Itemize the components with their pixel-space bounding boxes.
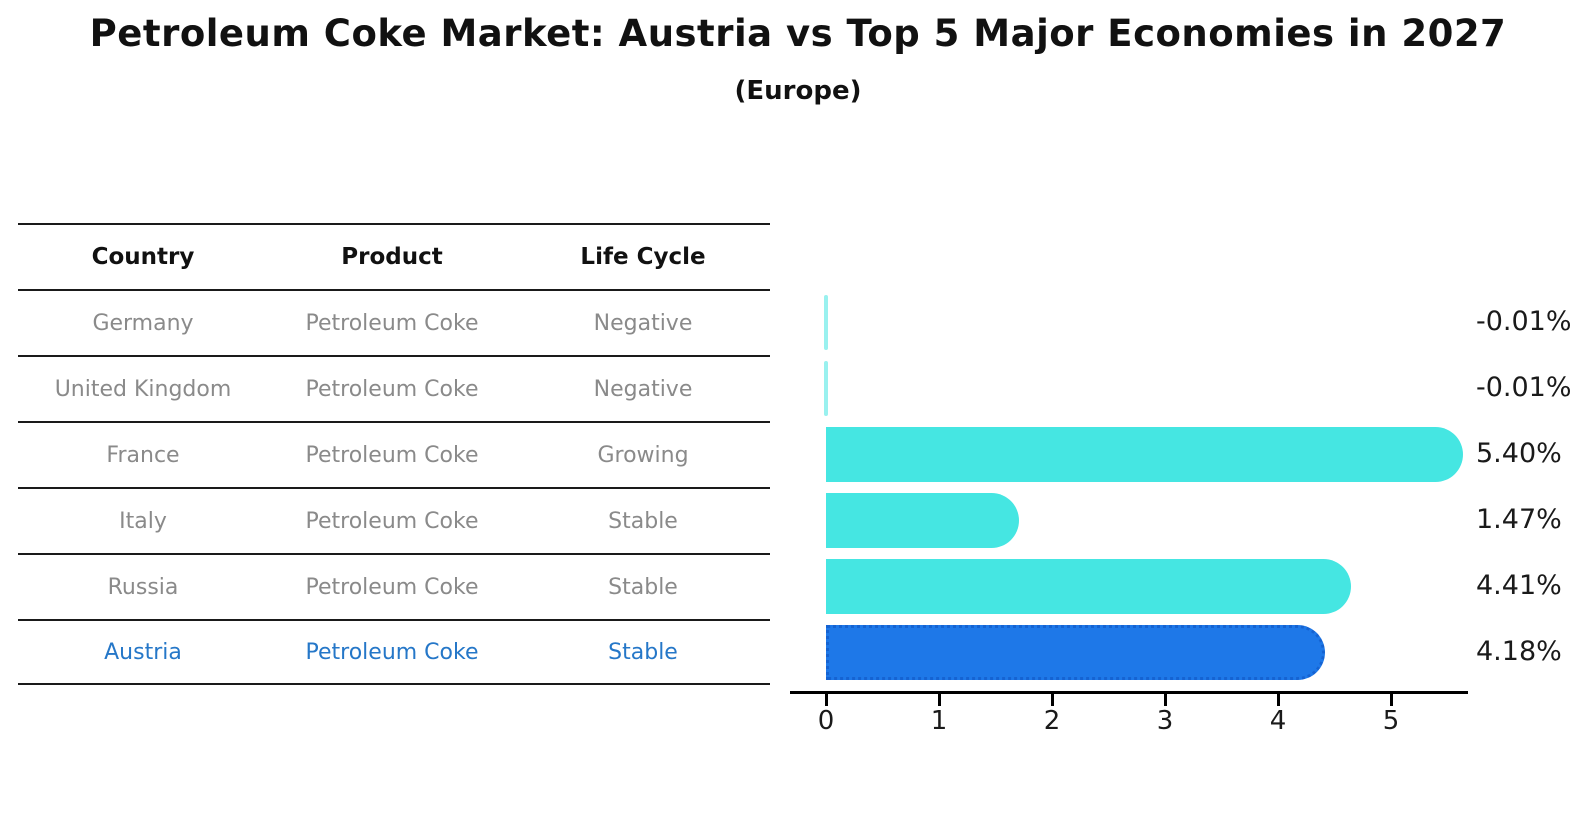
cell-life-cycle: Growing <box>597 442 689 468</box>
value-label: 4.18% <box>1476 636 1562 667</box>
table-row-germany: Germany Petroleum Coke Negative <box>18 289 770 355</box>
x-axis-line <box>790 691 1468 694</box>
chart-bar-united-kingdom <box>824 360 828 416</box>
cell-country: United Kingdom <box>54 376 232 402</box>
value-label: 4.41% <box>1476 570 1562 601</box>
header-life-cycle: Life Cycle <box>580 244 706 270</box>
cell-product: Petroleum Coke <box>305 574 479 600</box>
x-tick-mark <box>938 694 941 706</box>
table-row-france: France Petroleum Coke Growing <box>18 421 770 487</box>
table-row-italy: Italy Petroleum Coke Stable <box>18 487 770 553</box>
cell-product: Petroleum Coke <box>305 442 479 468</box>
chart-bar-france <box>826 426 1464 482</box>
cell-country: France <box>106 442 180 468</box>
cell-life-cycle: Stable <box>608 508 678 534</box>
x-tick-label: 5 <box>1382 706 1400 736</box>
table-header-row: Country Product Life Cycle <box>18 223 770 289</box>
chart-bar-austria <box>826 624 1326 680</box>
x-tick-mark <box>1277 694 1280 706</box>
x-tick-label: 0 <box>817 706 835 736</box>
table-row-russia: Russia Petroleum Coke Stable <box>18 553 770 619</box>
cell-product: Petroleum Coke <box>305 639 479 665</box>
cell-life-cycle: Negative <box>593 310 693 336</box>
value-label: 1.47% <box>1476 504 1562 535</box>
cell-life-cycle: Stable <box>608 574 678 600</box>
value-label: -0.01% <box>1476 372 1572 403</box>
value-label: 5.40% <box>1476 438 1562 469</box>
cell-country: Russia <box>107 574 179 600</box>
x-tick-label: 3 <box>1156 706 1174 736</box>
x-tick-label: 4 <box>1269 706 1287 736</box>
x-tick-mark <box>1051 694 1054 706</box>
chart-bar-italy <box>826 492 1020 548</box>
cell-product: Petroleum Coke <box>305 310 479 336</box>
x-tick-mark <box>1164 694 1167 706</box>
chart-subtitle: (Europe) <box>734 76 862 106</box>
table-row-austria: Austria Petroleum Coke Stable <box>18 619 770 685</box>
table-row-united-kingdom: United Kingdom Petroleum Coke Negative <box>18 355 770 421</box>
header-country: Country <box>91 244 195 270</box>
x-tick-mark <box>825 694 828 706</box>
cell-country: Austria <box>104 639 182 665</box>
chart-bar-germany <box>824 294 828 350</box>
x-tick-label: 1 <box>930 706 948 736</box>
cell-life-cycle: Stable <box>608 639 678 665</box>
chart-title: Petroleum Coke Market: Austria vs Top 5 … <box>89 12 1507 55</box>
chart-bar-russia <box>826 558 1352 614</box>
country-table: Country Product Life Cycle Germany Petro… <box>18 223 770 685</box>
value-label: -0.01% <box>1476 306 1572 337</box>
cell-life-cycle: Negative <box>593 376 693 402</box>
cell-product: Petroleum Coke <box>305 508 479 534</box>
cell-country: Italy <box>119 508 167 534</box>
x-tick-label: 2 <box>1043 706 1061 736</box>
cell-country: Germany <box>92 310 194 336</box>
cell-product: Petroleum Coke <box>305 376 479 402</box>
header-product: Product <box>341 244 443 270</box>
x-tick-mark <box>1390 694 1393 706</box>
